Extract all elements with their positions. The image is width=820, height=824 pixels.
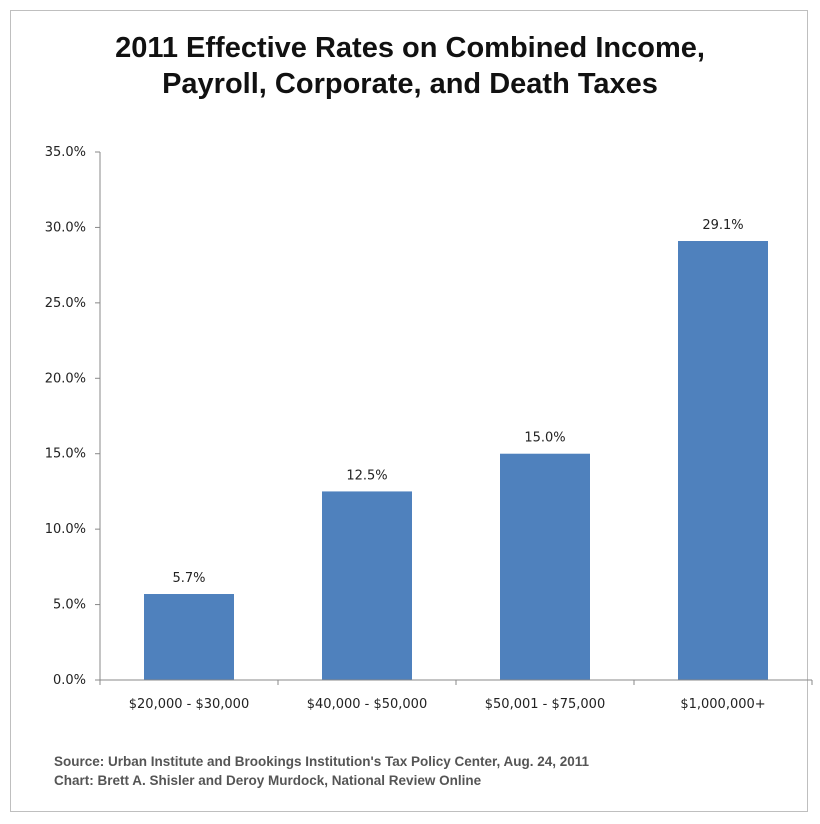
- source-note: Source: Urban Institute and Brookings In…: [54, 752, 589, 790]
- chart-title-line-2: Payroll, Corporate, and Death Taxes: [162, 68, 658, 100]
- y-axis: 0.0% 5.0% 10.0% 15.0% 20.0% 25.0% 30.0% 35.0%: [45, 145, 101, 688]
- data-label: 29.1%: [702, 218, 743, 233]
- y-tick-label: 35.0%: [45, 145, 86, 160]
- y-tick-label: 20.0%: [45, 371, 86, 386]
- data-label: 5.7%: [172, 571, 205, 586]
- x-category-label: $40,000 - $50,000: [307, 697, 427, 712]
- chart-title-line-1: 2011 Effective Rates on Combined Income,: [115, 32, 705, 64]
- bar: [678, 241, 768, 680]
- bar: [322, 491, 412, 680]
- y-tick-label: 30.0%: [45, 220, 86, 235]
- x-category-label: $20,000 - $30,000: [129, 697, 249, 712]
- y-tick-label: 0.0%: [53, 673, 86, 688]
- data-label: 12.5%: [346, 468, 387, 483]
- x-category-label: $1,000,000+: [680, 697, 765, 712]
- bars: 5.7% 12.5% 15.0% 29.1%: [144, 218, 768, 680]
- source-line: Source: Urban Institute and Brookings In…: [54, 754, 590, 769]
- y-tick-label: 25.0%: [45, 296, 86, 311]
- chart-title: 2011 Effective Rates on Combined Income,…: [0, 30, 820, 102]
- x-axis: $20,000 - $30,000 $40,000 - $50,000 $50,00…: [99, 679, 813, 712]
- x-category-label: $50,001 - $75,000: [485, 697, 605, 712]
- credit-line: Chart: Brett A. Shisler and Deroy Murdoc…: [54, 773, 482, 788]
- bar: [144, 594, 234, 680]
- data-label: 15.0%: [524, 431, 565, 446]
- y-tick-label: 10.0%: [45, 522, 86, 537]
- y-tick-label: 5.0%: [53, 598, 86, 613]
- bar: [500, 453, 590, 680]
- y-tick-label: 15.0%: [45, 447, 86, 462]
